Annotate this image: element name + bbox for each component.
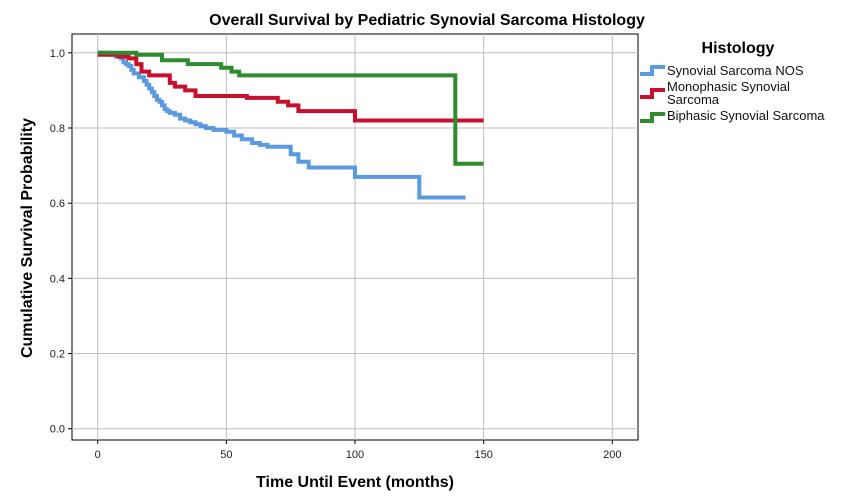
legend: Histology Synovial Sarcoma NOS Monophasi… xyxy=(640,40,825,123)
series-line-monophasic xyxy=(97,52,484,123)
legend-label-biphasic: Biphasic Synovial Sarcoma xyxy=(667,108,825,123)
grid-lines xyxy=(72,34,638,440)
y-axis-ticks: 0.0 0.2 0.4 0.6 0.8 1.0 xyxy=(50,48,72,436)
y-axis-label: Cumulative Survival Probability xyxy=(19,118,36,358)
legend-item-monophasic: Monophasic Synovial Sarcoma xyxy=(640,79,790,107)
series-lines xyxy=(97,50,484,200)
legend-swatch-monophasic xyxy=(640,88,665,99)
chart-title: Overall Survival by Pediatric Synovial S… xyxy=(209,12,645,29)
legend-swatch-biphasic xyxy=(640,112,665,123)
x-tick-label: 100 xyxy=(346,449,364,461)
x-axis-label: Time Until Event (months) xyxy=(256,474,454,491)
legend-item-nos: Synovial Sarcoma NOS xyxy=(640,63,804,78)
series-line-nos xyxy=(97,50,466,200)
y-tick-label: 0.8 xyxy=(50,123,65,135)
y-tick-label: 1.0 xyxy=(50,48,65,60)
x-tick-label: 150 xyxy=(474,449,492,461)
legend-label-monophasic-line-2: Sarcoma xyxy=(667,92,720,107)
x-tick-label: 50 xyxy=(220,449,232,461)
y-tick-label: 0.0 xyxy=(50,424,65,436)
legend-item-biphasic: Biphasic Synovial Sarcoma xyxy=(640,108,825,123)
legend-label-monophasic-line-1: Monophasic Synovial xyxy=(667,79,790,94)
x-tick-label: 0 xyxy=(95,449,101,461)
x-axis-ticks: 0 50 100 150 200 xyxy=(95,440,621,461)
y-tick-label: 0.2 xyxy=(50,349,65,361)
legend-title: Histology xyxy=(702,40,775,57)
legend-swatch-nos xyxy=(640,65,665,76)
legend-label-nos: Synovial Sarcoma NOS xyxy=(667,63,804,78)
x-tick-label: 200 xyxy=(603,449,621,461)
series-line-biphasic xyxy=(97,50,484,166)
y-tick-label: 0.4 xyxy=(50,273,65,285)
y-tick-label: 0.6 xyxy=(50,198,65,210)
legend-label-monophasic: Monophasic Synovial Sarcoma xyxy=(667,79,790,107)
